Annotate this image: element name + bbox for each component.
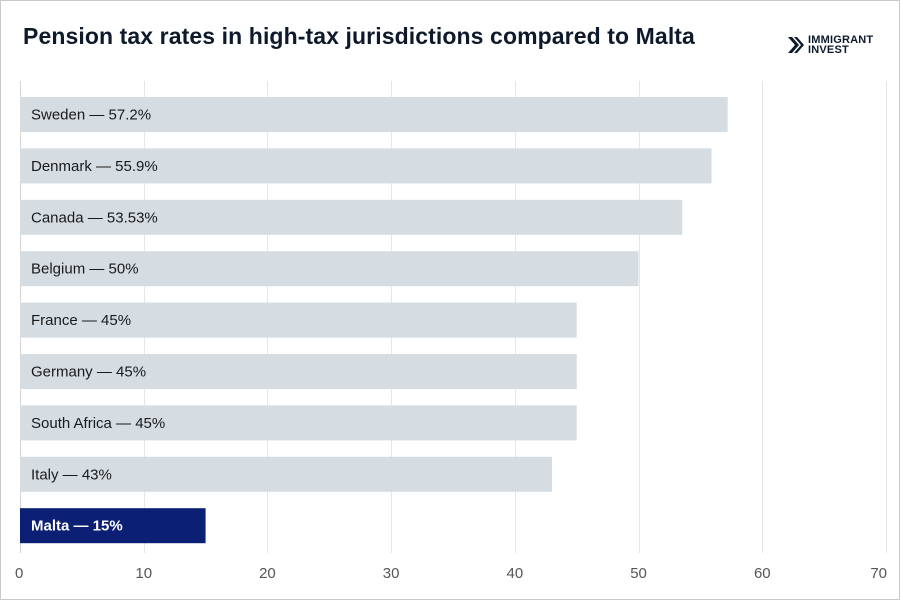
bar-label: France — 45% (31, 312, 131, 329)
bar-label: South Africa — 45% (31, 415, 165, 432)
logo-line-2: INVEST (808, 44, 849, 56)
bar-label: Germany — 45% (31, 364, 146, 381)
x-tick-label: 30 (383, 565, 400, 582)
bar-denmark (20, 148, 712, 184)
bar-label: Denmark — 55.9% (31, 158, 158, 175)
bar-france (20, 302, 577, 338)
bar-south-africa (20, 405, 577, 441)
logo-wordmark: IMMIGRANT INVEST (808, 34, 874, 56)
x-tick-label: 70 (870, 565, 887, 582)
immigrant-invest-logo: IMMIGRANT INVEST (787, 34, 874, 56)
x-tick-label: 0 (15, 565, 23, 582)
bar-germany (20, 354, 577, 389)
chart-title: Pension tax rates in high-tax jurisdicti… (23, 23, 695, 49)
x-tick-label: 50 (630, 565, 647, 582)
bars: Sweden — 57.2% Denmark — 55.9% Canada — 53… (20, 97, 728, 544)
bar-label: Sweden — 57.2% (31, 107, 151, 124)
logo-line-1: IMMIGRANT (808, 34, 874, 46)
x-tick-label: 60 (754, 565, 771, 582)
bar-canada (20, 199, 683, 235)
x-axis-ticks: 0 10 20 30 40 50 60 70 (15, 565, 887, 582)
bar-belgium (20, 251, 639, 287)
bar-malta (20, 508, 206, 544)
x-tick-label: 40 (507, 565, 524, 582)
bar-sweden (20, 97, 728, 132)
bar-label: Malta — 15% (31, 518, 123, 535)
bar-italy (20, 456, 552, 492)
x-tick-label: 20 (259, 565, 276, 582)
double-chevron-right-icon (788, 37, 804, 53)
bar-label: Belgium — 50% (31, 261, 139, 278)
x-tick-label: 10 (135, 565, 152, 582)
bar-label: Italy — 43% (31, 466, 112, 483)
bar-label: Canada — 53.53% (31, 209, 158, 226)
